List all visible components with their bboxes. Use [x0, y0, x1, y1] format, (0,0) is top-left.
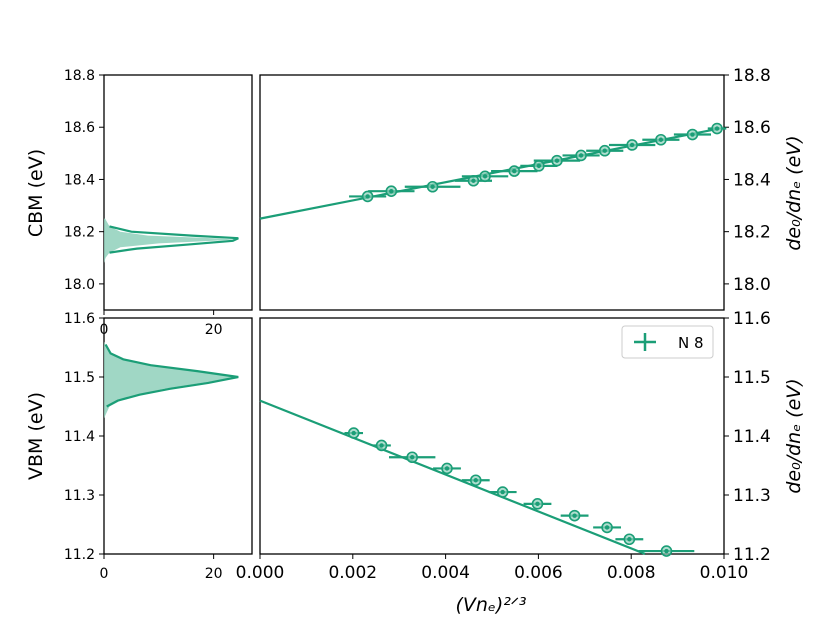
cbm-fit-point-core [578, 153, 584, 158]
x-axis-label: (Vnₑ)²ᐟ³ [455, 594, 526, 616]
data-layer [104, 122, 727, 557]
cbm-fit-ytick-label: 18.8 [733, 66, 771, 86]
vbm-fit-ytick-label: 11.5 [733, 368, 771, 388]
text-layer: CBM (eV) VBM (eV) de₀/dnₑ (eV) de₀/dnₑ (… [25, 135, 805, 616]
vbm-fit-xtick-label: 0.010 [700, 563, 749, 583]
vbm-fit-point-core [664, 548, 669, 554]
legend: N 8 [621, 325, 714, 359]
vbm-hist-ytick-label: 11.2 [64, 547, 95, 563]
cbm-hist-xtick-label: 20 [205, 322, 223, 338]
cbm-hist-ytick-label: 18.2 [64, 225, 95, 241]
vbm-fit-xtick-label: 0.006 [514, 563, 563, 583]
vbm-ylabel: VBM (eV) [25, 392, 47, 480]
vbm-fit-point-core [604, 525, 610, 530]
cbm-ylabel: CBM (eV) [25, 149, 47, 237]
vbm-hist-ytick-label: 11.5 [64, 370, 95, 386]
cbm-fit-point-core [536, 163, 542, 169]
vbm-fit-point-core [444, 466, 450, 471]
vbm-fit-point-core [500, 489, 505, 495]
vbm-fit-xtick-label: 0.002 [328, 563, 377, 583]
cbm-fit-point-core [389, 188, 394, 194]
vbm-hist-ytick-label: 11.4 [64, 429, 95, 445]
vbm-hist-ytick-label: 11.6 [64, 311, 95, 327]
vbm-fit-point-core [473, 478, 478, 483]
cbm-fit-point-core [482, 174, 488, 179]
vbm-hist-xtick-label: 20 [205, 566, 223, 582]
cbm-fit-ytick-label: 18.6 [733, 118, 771, 138]
cbm-hist-ytick-label: 18.4 [64, 172, 95, 188]
vbm-fit-point-core [379, 443, 384, 448]
vbm-hist-ytick-label: 11.3 [64, 488, 95, 504]
cbm-fit-ytick-label: 18.0 [733, 275, 771, 295]
cbm-fit-point-core [714, 126, 720, 131]
vbm-fit-ytick-label: 11.3 [733, 486, 771, 506]
cbm-fit-ytick-label: 18.4 [733, 170, 771, 190]
vbm-hist-frame [103, 317, 253, 555]
cbm-fit-point-core [471, 178, 476, 183]
vbm-fit-fit-line [259, 399, 646, 556]
cbm-hist-frame [103, 74, 253, 311]
vbm-fit-point-core [535, 501, 540, 507]
cbm-fit-point-core [554, 158, 560, 163]
cbm-hist-ytick-label: 18.0 [64, 277, 95, 293]
vbm-fit-ytick-label: 11.6 [733, 309, 771, 329]
vbm-fit-ytick-label: 11.4 [733, 427, 771, 447]
cbm-fit-point-core [512, 168, 517, 174]
cbm-fit-point-core [602, 148, 607, 153]
cbm-fit-ytick-label: 18.2 [733, 223, 771, 243]
vbm-fit-xtick-label: 0.000 [236, 563, 285, 583]
vbm-hist-curve [104, 343, 239, 408]
legend-label: N 8 [678, 334, 704, 352]
vbm-fit-point-core [351, 430, 356, 436]
axes-layer: 18.0 18.2 18.4 18.6 18.8 0 20 18.0 18.2 18.4 18.6 1… [64, 66, 771, 583]
vbm-fit-point-core [627, 537, 632, 542]
cbm-hist-ytick-label: 18.6 [64, 120, 95, 136]
vbm-fit-xtick-label: 0.004 [421, 563, 470, 583]
cbm-fit-frame [259, 74, 725, 311]
right-ylabel-bottom: de₀/dnₑ (eV) [783, 378, 805, 493]
vbm-hist-fill [104, 341, 236, 419]
vbm-fit-xtick-label: 0.008 [607, 563, 656, 583]
cbm-fit-point-core [430, 184, 435, 189]
cbm-hist-fill [104, 218, 236, 263]
vbm-fit-point-core [572, 513, 577, 518]
cbm-hist-ytick-label: 18.8 [64, 68, 95, 84]
cbm-fit-point-core [658, 137, 664, 142]
cbm-fit-point-core [690, 132, 695, 137]
vbm-hist-xtick-label: 0 [100, 566, 109, 582]
cbm-fit-point-core [629, 142, 635, 148]
vbm-fit-ytick-label: 11.2 [733, 545, 771, 565]
right-ylabel-top: de₀/dnₑ (eV) [783, 135, 805, 250]
vbm-fit-point-core [409, 455, 415, 460]
cbm-hist-curve [109, 225, 239, 254]
cbm-fit-point-core [365, 194, 370, 199]
